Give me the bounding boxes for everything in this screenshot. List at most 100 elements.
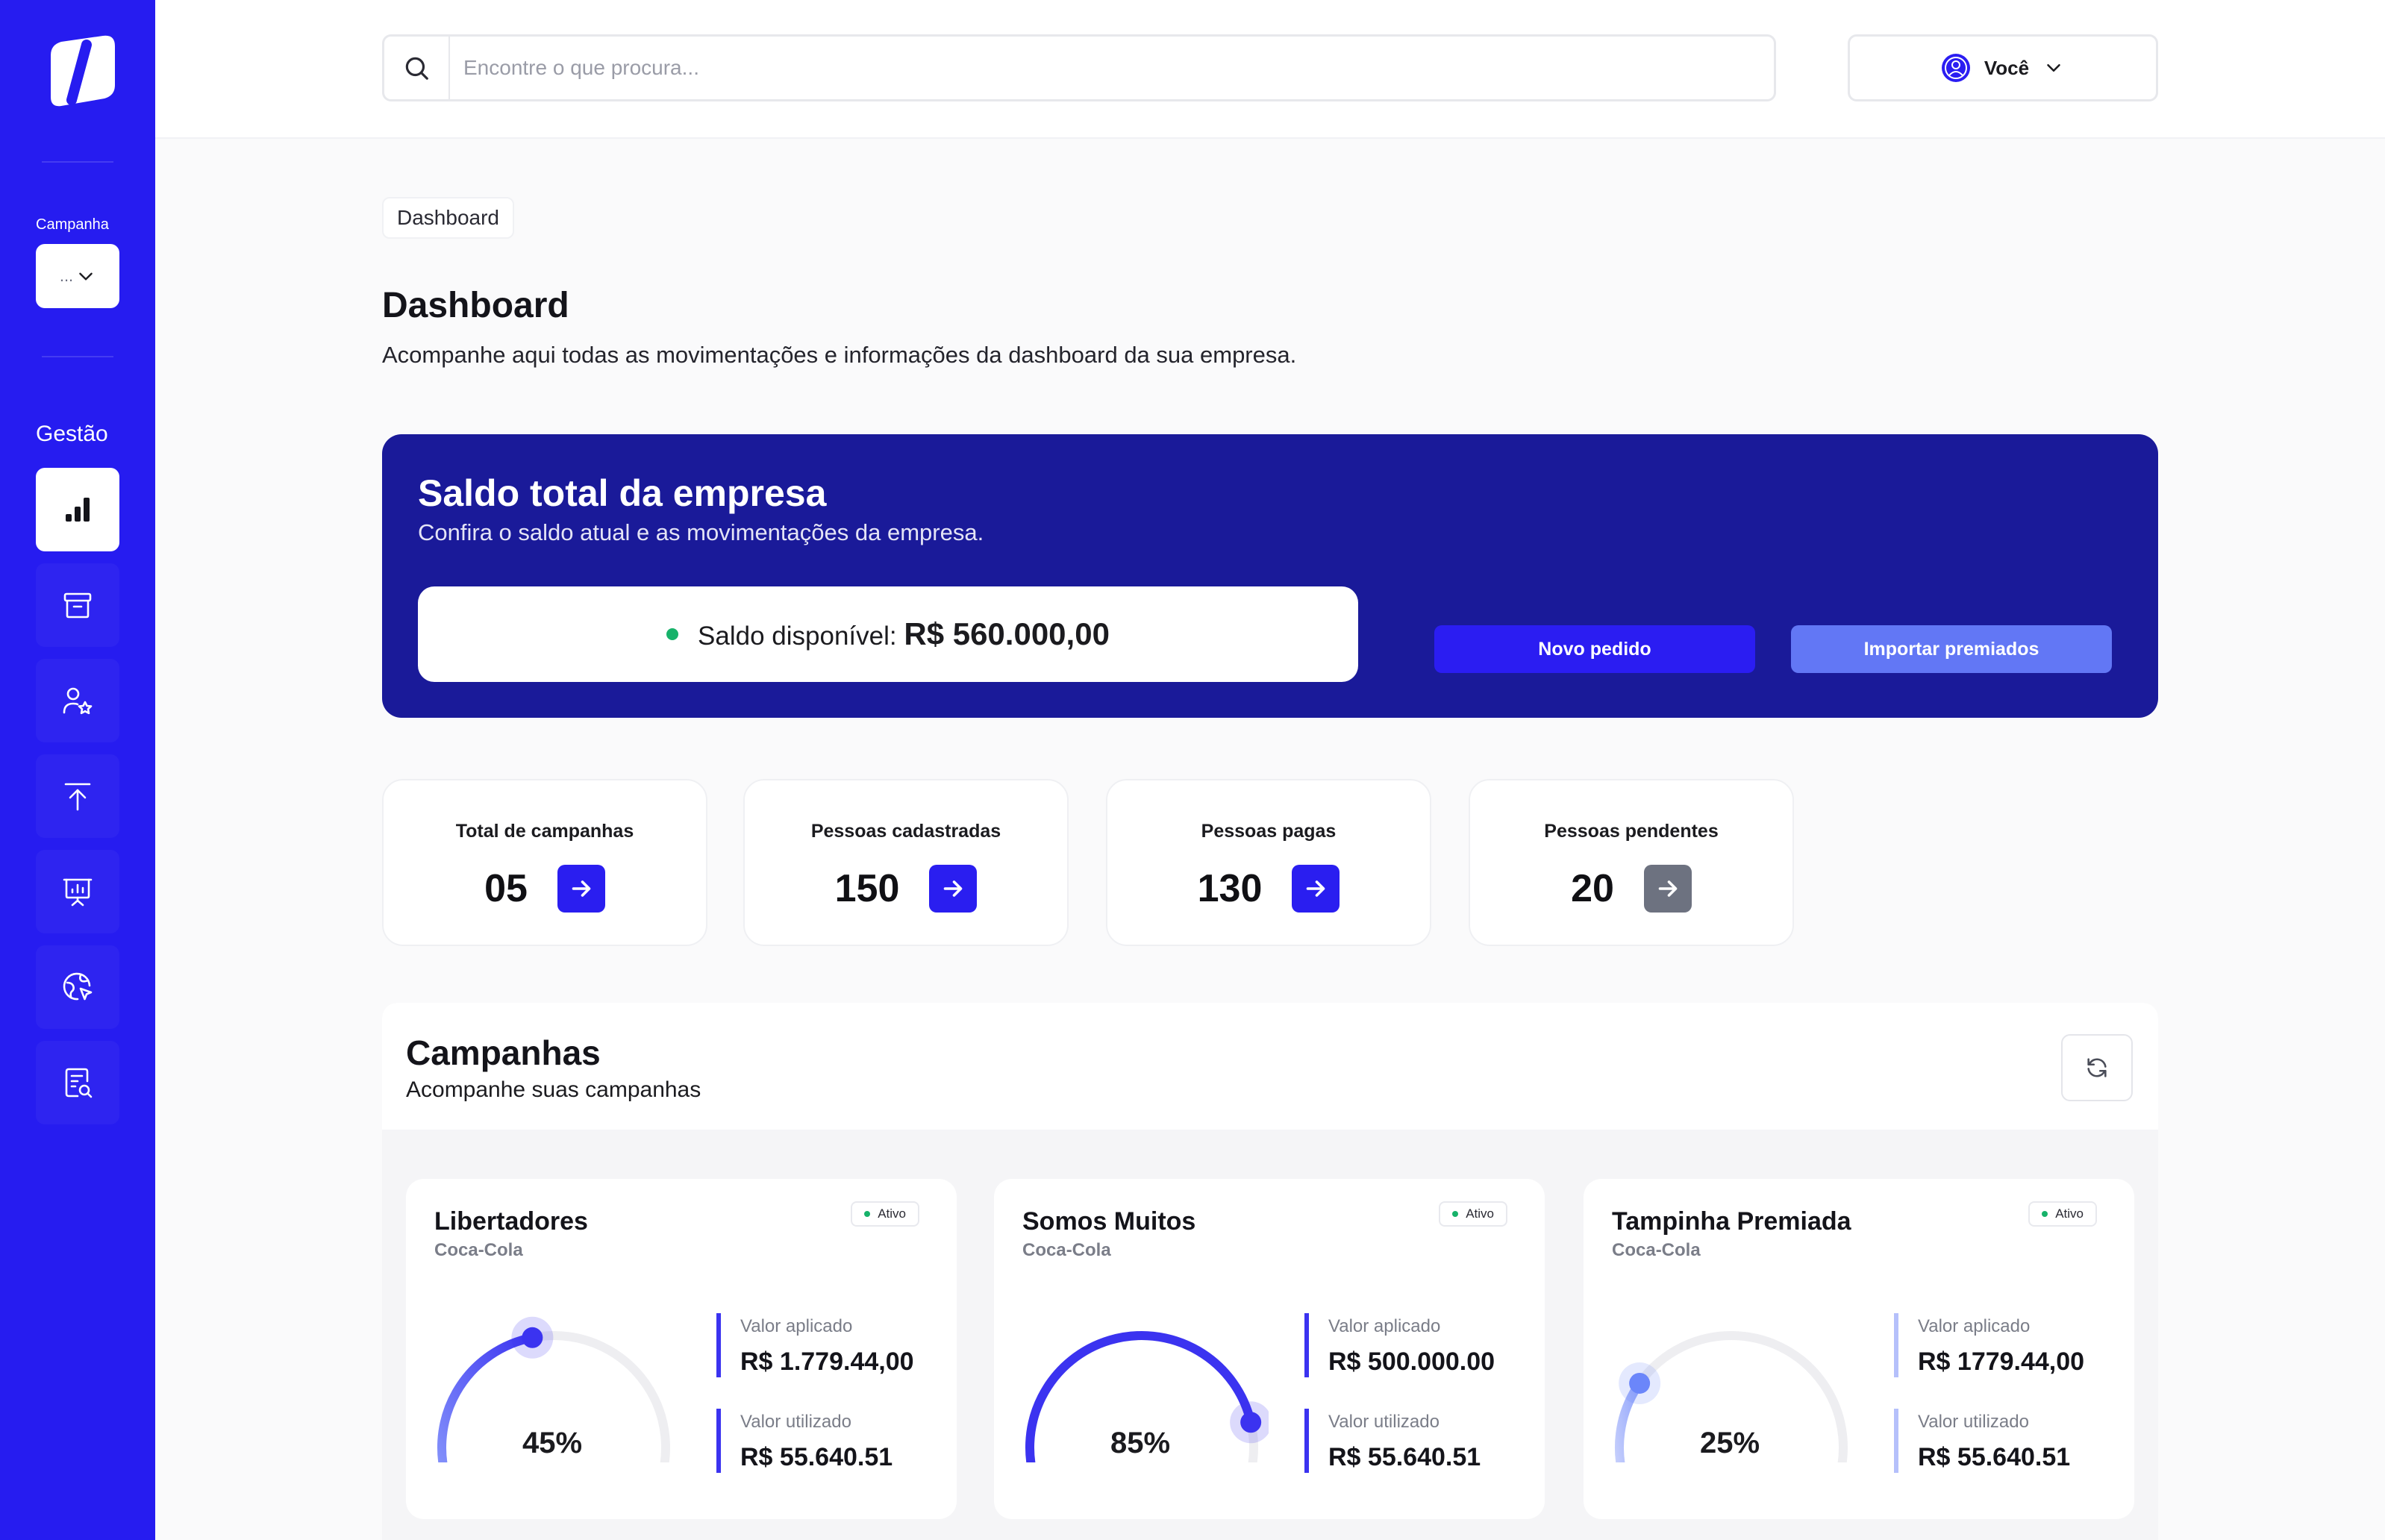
campaign-select-value: ... (59, 266, 74, 285)
status-dot (864, 1211, 871, 1217)
metric-value: R$ 1.779.44,00 (740, 1348, 914, 1376)
chevron-down-icon (79, 272, 93, 281)
status-dot (2042, 1211, 2048, 1217)
available-balance-value: R$ 560.000,00 (904, 616, 1110, 651)
campaigns-title: Campanhas (406, 1033, 601, 1072)
campaigns-panel: Campanhas Acompanhe suas campanhas Liber… (382, 1003, 2158, 1540)
campaign-card[interactable]: Somos Muitos Coca-Cola Ativo 85% Valor a… (994, 1179, 1545, 1519)
search-icon (405, 57, 428, 80)
sidebar-divider (42, 161, 113, 163)
gauge-percent: 45% (522, 1427, 583, 1459)
brand-logo[interactable] (34, 34, 121, 109)
archive-box-icon (63, 592, 92, 619)
metric-used: Valor utilizado R$ 55.640.51 (716, 1409, 893, 1473)
refresh-icon (2087, 1058, 2107, 1077)
stat-label: Pessoas cadastradas (810, 821, 1001, 842)
sidebar-item-upload[interactable] (36, 754, 119, 838)
chevron-down-icon (2047, 64, 2060, 72)
new-order-button[interactable]: Novo pedido (1434, 625, 1755, 673)
search-bar[interactable] (382, 34, 1776, 101)
stat-card-registered: Pessoas cadastradas 150 (743, 779, 1069, 946)
refresh-button[interactable] (2061, 1034, 2133, 1101)
campaign-card[interactable]: Libertadores Coca-Cola Ativo 45% Valor a… (406, 1179, 957, 1519)
arrow-right-icon (944, 880, 963, 897)
page-title: Dashboard (382, 286, 569, 325)
campaign-brand: Coca-Cola (1022, 1240, 1111, 1260)
arrow-right-icon (1307, 880, 1325, 897)
sidebar-item-dashboard[interactable] (36, 468, 119, 551)
breadcrumb[interactable]: Dashboard (382, 197, 514, 239)
page-subtitle: Acompanhe aqui todas as movimentações e … (382, 342, 1297, 368)
stat-value: 20 (1571, 867, 1614, 910)
import-winners-button[interactable]: Importar premiados (1791, 625, 2112, 673)
user-avatar-icon (1941, 54, 1970, 82)
sidebar-item-users[interactable] (36, 659, 119, 742)
bar-chart-icon (66, 498, 90, 522)
sidebar-item-globe[interactable] (36, 945, 119, 1029)
globe-cursor-icon (63, 972, 93, 1001)
campaign-name: Somos Muitos (1022, 1207, 1196, 1236)
metric-used: Valor utilizado R$ 55.640.51 (1894, 1409, 2070, 1473)
gauge-percent: 25% (1699, 1427, 1760, 1459)
gauge-knob (522, 1327, 543, 1348)
metric-label: Valor aplicado (740, 1316, 853, 1336)
stat-value: 05 (484, 867, 528, 910)
status-badge: Ativo (2028, 1201, 2097, 1227)
campaign-card[interactable]: Tampinha Premiada Coca-Cola Ativo 25% Va… (1584, 1179, 2134, 1519)
stat-card-pending: Pessoas pendentes 20 (1469, 779, 1794, 946)
status-badge: Ativo (851, 1201, 919, 1227)
user-star-icon (63, 687, 93, 715)
status-badge: Ativo (1439, 1201, 1507, 1227)
progress-gauge (1615, 1331, 1848, 1462)
upload-icon (64, 783, 91, 811)
status-dot (1452, 1211, 1459, 1217)
metric-value: R$ 55.640.51 (1918, 1443, 2071, 1471)
stat-value: 130 (1197, 867, 1263, 910)
sidebar-section-title: Gestão (36, 422, 108, 446)
user-name: Você (1984, 56, 2030, 79)
progress-gauge (437, 1316, 670, 1462)
metric-value: R$ 500.000.00 (1328, 1348, 1495, 1376)
gauge-fill (437, 1333, 537, 1462)
stat-label: Pessoas pagas (1201, 821, 1337, 842)
topbar: Você (155, 0, 2385, 139)
gauge-percent: 85% (1110, 1427, 1171, 1459)
metric-label: Valor aplicado (1918, 1316, 2031, 1336)
stat-card-paid: Pessoas pagas 130 (1106, 779, 1431, 946)
gauge-fill (1025, 1331, 1256, 1462)
metric-value: R$ 1779.44,00 (1918, 1348, 2085, 1376)
campaign-select[interactable]: ... (36, 244, 119, 308)
search-input[interactable] (463, 56, 1732, 80)
metric-applied: Valor aplicado R$ 500.000.00 (1304, 1313, 1495, 1377)
presentation-chart-icon (63, 878, 93, 907)
gauge-fill (1615, 1378, 1645, 1462)
stat-arrow-button[interactable] (557, 865, 605, 913)
stat-arrow-button[interactable] (1643, 865, 1692, 913)
sidebar-item-presentation[interactable] (36, 850, 119, 933)
stat-arrow-button[interactable] (1292, 865, 1340, 913)
sidebar-item-archive[interactable] (36, 563, 119, 647)
user-menu-button[interactable]: Você (1848, 34, 2158, 101)
stat-arrow-button[interactable] (929, 865, 978, 913)
status-dot (666, 628, 679, 640)
sidebar-item-reports[interactable] (36, 1041, 119, 1124)
metric-label: Valor aplicado (1328, 1316, 1441, 1336)
campaigns-header: Campanhas Acompanhe suas campanhas (382, 1003, 2158, 1130)
gauge-knob (1240, 1412, 1262, 1433)
arrow-right-icon (1658, 880, 1678, 897)
balance-card: Saldo total da empresa Confira o saldo a… (382, 434, 2158, 718)
metric-label: Valor utilizado (740, 1412, 851, 1432)
campaign-label: Campanha (36, 216, 109, 233)
campaign-name: Libertadores (434, 1207, 588, 1236)
campaigns-subtitle: Acompanhe suas campanhas (406, 1077, 701, 1102)
status-badge-label: Ativo (1466, 1206, 1494, 1221)
sidebar-nav (36, 468, 119, 1124)
available-balance-label: Saldo disponível: (698, 622, 897, 651)
metric-applied: Valor aplicado R$ 1779.44,00 (1894, 1313, 2084, 1377)
search-icon-container (384, 37, 450, 99)
stat-value: 150 (834, 867, 900, 910)
arrow-right-icon (572, 880, 591, 897)
available-balance: Saldo disponível: R$ 560.000,00 (418, 586, 1358, 682)
campaign-brand: Coca-Cola (434, 1240, 523, 1260)
metric-used: Valor utilizado R$ 55.640.51 (1304, 1409, 1481, 1473)
